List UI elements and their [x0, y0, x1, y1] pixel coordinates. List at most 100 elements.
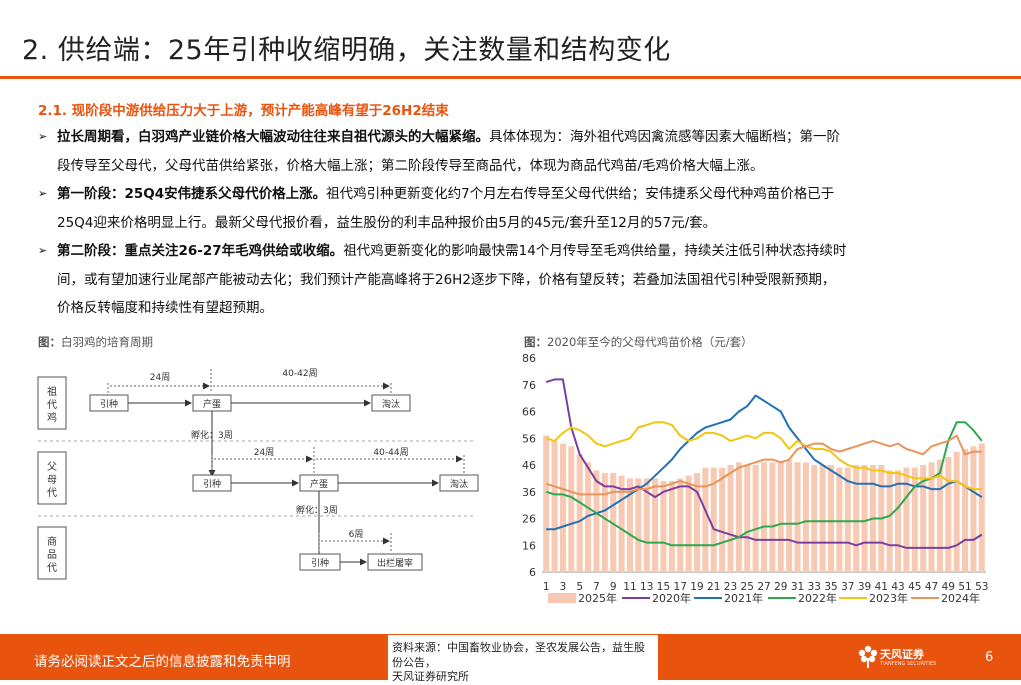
stage-label: 出栏屠宰 [377, 557, 413, 569]
x-tick-label: 43 [891, 581, 904, 593]
bar-2025 [543, 435, 550, 572]
x-tick-label: 45 [908, 581, 921, 593]
bar-2025 [903, 467, 910, 572]
bullet-arrow-icon: ➢ [38, 130, 48, 143]
logo-subtitle: TIANFENG SECURITIES [880, 661, 937, 667]
legend-label: 2025年 [578, 591, 617, 605]
bar-2025 [777, 462, 784, 572]
row-label-box [37, 376, 67, 430]
bar-2025 [610, 473, 617, 572]
bullet-text: 祖代鸡更新变化的影响最快需14个月传导至毛鸡供给量，持续关注低引种状态持续时 [343, 243, 847, 259]
x-tick-label: 1 [543, 581, 550, 593]
bar-2025 [978, 443, 985, 572]
legend-label: 2021年 [724, 591, 763, 605]
stage-box [371, 394, 411, 412]
series-line-2021年 [546, 394, 983, 531]
hatch-label: 孵化：3周 [191, 429, 233, 441]
bar-2025 [702, 467, 709, 572]
bar-2025 [920, 465, 927, 572]
hatch-label: 孵化：3周 [296, 504, 338, 516]
legend-label: 2022年 [798, 591, 837, 605]
stage-box [439, 474, 479, 492]
company-logo: 天风证券 TIANFENG SECURITIES [858, 644, 936, 674]
bar-2025 [585, 462, 592, 572]
x-tick-label: 47 [925, 581, 938, 593]
bar-2025 [895, 470, 902, 572]
x-tick-label: 19 [690, 581, 703, 593]
legend-label: 2023年 [869, 591, 908, 605]
duration-label: 6周 [349, 529, 364, 540]
bar-2025 [928, 462, 935, 572]
bar-2025 [719, 467, 726, 572]
duration-label: 40-42周 [282, 368, 317, 379]
bullet-text: 具体体现为：海外祖代鸡因禽流感等因素大幅断档；第一阶 [489, 129, 840, 145]
bar-2025 [735, 462, 742, 572]
row-label-parent: 父母代 [47, 461, 57, 499]
bar-2025 [727, 465, 734, 572]
bullet-item-2: ➢ 第一阶段：25Q4安伟捷系父母代价格上涨。祖代鸡引种更新变化约7个月左右传导… [38, 180, 1008, 237]
stage-box [367, 553, 423, 571]
y-tick-label: 86 [522, 352, 536, 365]
y-tick-label: 36 [522, 486, 536, 499]
bar-2025 [576, 454, 583, 572]
x-tick-label: 27 [757, 581, 770, 593]
stage-label: 淘汰 [450, 478, 468, 490]
y-tick-label: 46 [522, 459, 536, 472]
row-label-box [37, 451, 67, 505]
x-tick-label: 17 [674, 581, 687, 593]
x-tick-label: 33 [808, 581, 821, 593]
x-tick-label: 39 [858, 581, 871, 593]
stage-label: 产蛋 [310, 478, 328, 490]
bullet-bold-lead: 第一阶段：25Q4安伟捷系父母代价格上涨。 [57, 186, 327, 202]
bar-2025 [601, 473, 608, 572]
bar-2025 [844, 467, 851, 572]
y-tick-label: 26 [522, 513, 536, 526]
row-label-grandparent: 祖代鸡 [47, 385, 57, 424]
bar-2025 [819, 465, 826, 572]
series-line-2020年 [545, 378, 983, 549]
bar-2025 [551, 440, 558, 572]
y-tick-label: 6 [529, 566, 536, 579]
caption-prefix: 图： [524, 335, 547, 349]
caption-text: 白羽鸡的培育周期 [61, 335, 153, 349]
source-note: 资料来源：中国畜牧业协会，圣农发展公告，益生股份公告， 天风证券研究所 [388, 635, 658, 683]
bar-2025 [970, 446, 977, 572]
bar-2025 [652, 478, 659, 572]
x-tick-label: 5 [576, 581, 583, 593]
duration-label: 24周 [254, 447, 274, 458]
bar-2025 [786, 459, 793, 572]
page-number: 6 [985, 650, 994, 665]
disclaimer-text: 请务必阅读正文之后的信息披露和免责申明 [34, 654, 291, 670]
bullet-text: 祖代鸡引种更新变化约7个月左右传导至父母代供给；安伟捷系父母代种鸡苗价格已于 [326, 186, 835, 202]
x-tick-label: 25 [741, 581, 754, 593]
bar-2025 [861, 465, 868, 572]
x-tick-label: 51 [958, 581, 971, 593]
bullet-text: 25Q4迎来价格明显上行。最新父母代报价看，益生股份的利丰品种报价由5月的45元… [57, 214, 717, 231]
stage-label: 淘汰 [382, 398, 400, 410]
bar-2025 [936, 459, 943, 572]
bar-2025 [828, 465, 835, 572]
bullet-item-1: ➢ 拉长周期看，白羽鸡产业链价格大幅波动往往来自祖代源头的大幅紧缩。具体体现为：… [38, 123, 1008, 180]
bullet-arrow-icon: ➢ [38, 244, 48, 257]
x-tick-label: 13 [640, 581, 653, 593]
x-tick-label: 21 [707, 581, 720, 593]
x-tick-label: 9 [610, 581, 617, 593]
bar-2025 [643, 478, 650, 572]
x-tick-label: 31 [791, 581, 804, 593]
stage-label: 引种 [311, 557, 329, 569]
series-line-2024年 [545, 434, 982, 496]
y-tick-label: 16 [522, 539, 536, 552]
bar-2025 [794, 462, 801, 572]
x-tick-label: 15 [657, 581, 670, 593]
source-line: 资料来源：中国畜牧业协会，圣农发展公告，益生股份公告， [392, 641, 645, 669]
y-tick-label: 76 [522, 379, 536, 392]
bar-2025 [886, 470, 893, 572]
bar-2025 [677, 478, 684, 572]
stage-label: 引种 [100, 398, 118, 410]
bar-2025 [802, 462, 809, 572]
bullet-text: 价格反转幅度和持续性有望超预期。 [57, 300, 273, 316]
duration-label: 40-44周 [373, 447, 408, 458]
bar-2025 [593, 470, 600, 572]
x-tick-label: 23 [724, 581, 737, 593]
